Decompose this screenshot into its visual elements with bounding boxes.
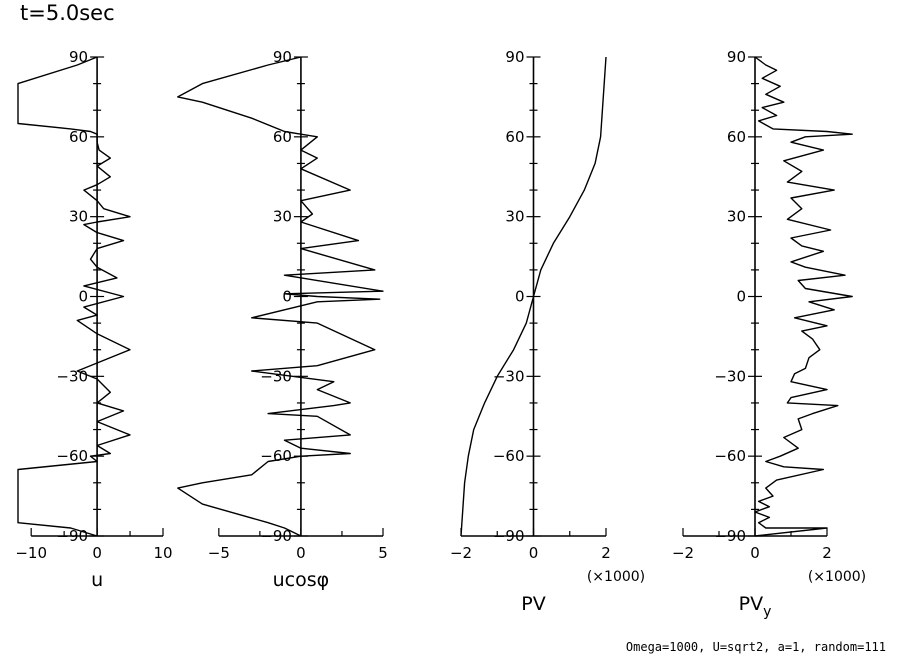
y-tick-label: 30 bbox=[727, 208, 746, 226]
x-tick-label: 0 bbox=[529, 544, 539, 562]
y-tick-label: 0 bbox=[736, 288, 746, 306]
x-tick-label: −2 bbox=[672, 544, 694, 562]
footnote: Omega=1000, U=sqrt2, a=1, random=111 bbox=[626, 640, 886, 654]
y-tick-label: −60 bbox=[714, 447, 746, 465]
y-tick-label: 30 bbox=[505, 208, 524, 226]
series-line-pv bbox=[460, 56, 607, 537]
y-tick-label: −30 bbox=[56, 367, 88, 385]
x-tick-label: −5 bbox=[208, 544, 230, 562]
x-tick-label: 10 bbox=[153, 544, 172, 562]
series-line-ucos bbox=[177, 56, 384, 537]
x-axis-label: PV bbox=[521, 593, 545, 615]
y-tick-label: −90 bbox=[56, 527, 88, 545]
x-tick-label: 2 bbox=[822, 544, 832, 562]
y-tick-label: 60 bbox=[727, 128, 746, 146]
x-tick-label: 5 bbox=[378, 544, 388, 562]
y-tick-label: −90 bbox=[714, 527, 746, 545]
y-tick-label: −30 bbox=[260, 367, 292, 385]
y-tick-label: 60 bbox=[505, 128, 524, 146]
chart-title: t=5.0sec bbox=[20, 1, 115, 25]
x-axis-label: ucosφ bbox=[273, 569, 330, 591]
x-axis-label-text: PV bbox=[521, 593, 545, 615]
y-tick-label: 30 bbox=[273, 208, 292, 226]
x-axis-label-text: u bbox=[91, 569, 103, 591]
series-line-pvy bbox=[754, 56, 853, 537]
y-tick-label: −60 bbox=[493, 447, 525, 465]
x-axis-label-subscript: y bbox=[763, 604, 771, 620]
y-tick-label: 0 bbox=[515, 288, 525, 306]
x-axis-label-text: ucosφ bbox=[273, 569, 330, 591]
scale-label: (×1000) bbox=[587, 569, 645, 585]
y-tick-label: 30 bbox=[69, 208, 88, 226]
y-tick-label: 90 bbox=[505, 48, 524, 66]
panel-pvy: −2 0 2 −90 −60 −30 0 30 60 90 (×1000) PVy bbox=[672, 48, 866, 620]
y-tick-label: 90 bbox=[69, 48, 88, 66]
y-tick-label: 0 bbox=[282, 288, 292, 306]
y-tick-label: 60 bbox=[69, 128, 88, 146]
y-tick-label: −60 bbox=[260, 447, 292, 465]
scale-label: (×1000) bbox=[808, 569, 866, 585]
x-axis-label: PVy bbox=[739, 593, 772, 620]
x-axis-label: u bbox=[91, 569, 103, 591]
x-tick-label: 0 bbox=[750, 544, 760, 562]
x-axis-label-text: PV bbox=[739, 593, 763, 615]
y-tick-label: 0 bbox=[79, 288, 89, 306]
y-tick-label: 90 bbox=[273, 48, 292, 66]
y-tick-label: −30 bbox=[714, 367, 746, 385]
y-tick-label: −60 bbox=[56, 447, 88, 465]
panel-u: −10 0 10 −90 −60 −30 0 30 60 90 u bbox=[15, 48, 172, 591]
series-line-u bbox=[17, 56, 131, 537]
x-tick-label: 2 bbox=[601, 544, 611, 562]
y-tick-label: 90 bbox=[727, 48, 746, 66]
y-tick-label: −90 bbox=[260, 527, 292, 545]
panels: −10 0 10 −90 −60 −30 0 30 60 90 u −5 0 5 −90 −60 −30 0 30 6… bbox=[15, 48, 866, 620]
x-tick-label: −2 bbox=[450, 544, 472, 562]
x-tick-label: −10 bbox=[15, 544, 47, 562]
y-tick-label: −90 bbox=[493, 527, 525, 545]
x-tick-label: 0 bbox=[92, 544, 102, 562]
x-tick-label: 0 bbox=[296, 544, 306, 562]
